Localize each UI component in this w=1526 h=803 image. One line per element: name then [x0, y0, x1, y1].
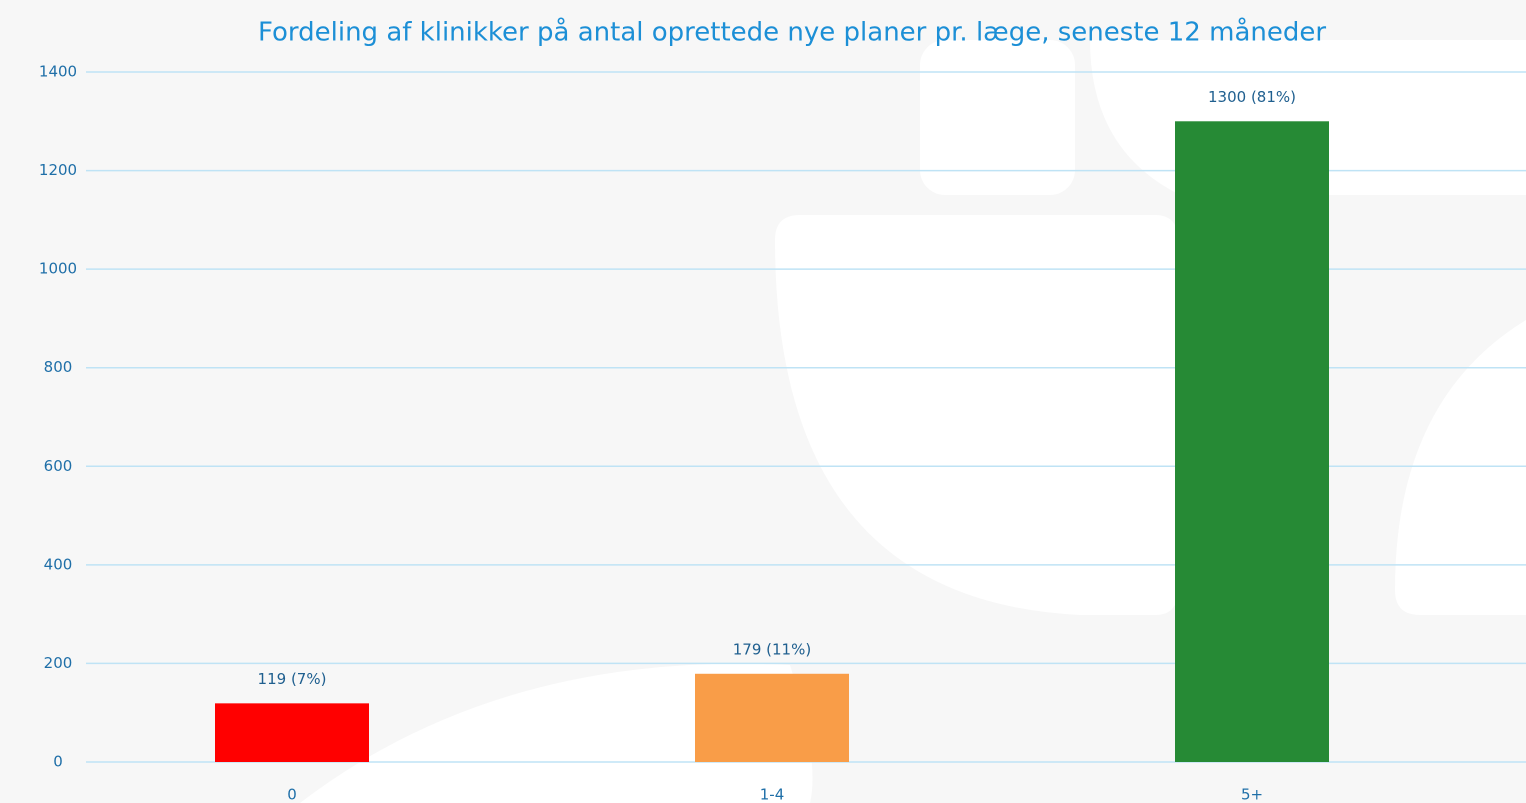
- y-tick-label: 1400: [39, 63, 77, 81]
- y-tick-label: 200: [44, 654, 73, 672]
- bar: [1175, 121, 1329, 763]
- y-tick-label: 0: [53, 753, 63, 771]
- chart-title: Fordeling af klinikker på antal opretted…: [258, 17, 1326, 48]
- y-tick-label: 1200: [39, 161, 77, 179]
- y-tick-label: 800: [44, 358, 73, 376]
- bar: [695, 673, 849, 762]
- x-tick-label: 5+: [1241, 786, 1263, 803]
- value-label: 179 (11%): [733, 640, 811, 658]
- bar: [215, 703, 369, 762]
- x-tick-label: 0: [287, 786, 297, 803]
- value-label: 119 (7%): [258, 670, 327, 688]
- watermark: [300, 40, 1526, 803]
- x-tick-label: 1-4: [760, 786, 785, 803]
- y-tick-label: 400: [44, 555, 73, 573]
- y-tick-label: 600: [44, 457, 73, 475]
- y-tick-label: 1000: [39, 260, 77, 278]
- value-label: 1300 (81%): [1208, 88, 1296, 106]
